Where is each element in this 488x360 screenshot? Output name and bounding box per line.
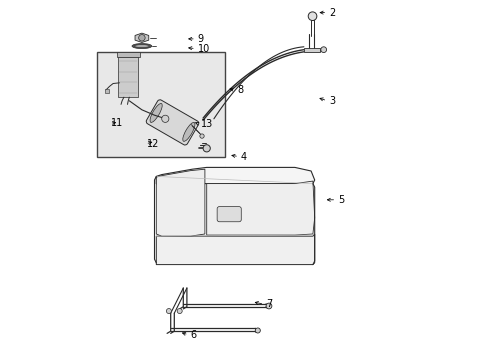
FancyBboxPatch shape: [146, 100, 199, 145]
Text: 6: 6: [190, 330, 196, 340]
Text: 2: 2: [328, 8, 335, 18]
Bar: [105, 89, 108, 93]
Text: 10: 10: [197, 44, 209, 54]
Text: 8: 8: [237, 85, 243, 95]
FancyBboxPatch shape: [117, 52, 140, 57]
Ellipse shape: [183, 122, 195, 141]
Text: 9: 9: [197, 34, 203, 44]
Circle shape: [166, 309, 171, 314]
Polygon shape: [303, 48, 320, 52]
Circle shape: [320, 47, 326, 53]
FancyBboxPatch shape: [217, 207, 241, 222]
Text: 12: 12: [147, 139, 160, 149]
Ellipse shape: [132, 44, 151, 49]
Circle shape: [177, 309, 182, 314]
Circle shape: [265, 303, 271, 309]
Circle shape: [255, 328, 260, 333]
Ellipse shape: [134, 45, 149, 48]
Text: 5: 5: [337, 195, 344, 205]
Text: 4: 4: [241, 152, 246, 162]
Text: 3: 3: [328, 96, 335, 106]
Ellipse shape: [150, 103, 162, 122]
Circle shape: [203, 145, 210, 152]
Circle shape: [139, 35, 145, 41]
Polygon shape: [206, 181, 314, 235]
FancyBboxPatch shape: [118, 57, 138, 97]
Polygon shape: [156, 169, 204, 236]
Circle shape: [162, 115, 168, 122]
Polygon shape: [156, 234, 314, 265]
Polygon shape: [135, 33, 148, 42]
Text: 7: 7: [265, 299, 272, 309]
Text: 13: 13: [201, 119, 213, 129]
Circle shape: [307, 12, 316, 21]
Polygon shape: [156, 167, 314, 189]
Circle shape: [200, 134, 204, 138]
Text: 11: 11: [111, 118, 123, 128]
FancyBboxPatch shape: [97, 52, 224, 157]
